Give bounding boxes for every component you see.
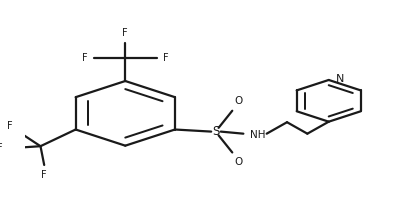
Text: F: F bbox=[0, 143, 2, 153]
Text: O: O bbox=[234, 157, 242, 167]
Text: F: F bbox=[7, 121, 13, 131]
Text: F: F bbox=[122, 28, 128, 38]
Text: NH: NH bbox=[249, 130, 265, 140]
Text: F: F bbox=[42, 170, 47, 180]
Text: O: O bbox=[234, 96, 242, 106]
Text: N: N bbox=[335, 74, 344, 84]
Text: S: S bbox=[212, 125, 219, 138]
Text: F: F bbox=[82, 53, 87, 63]
Text: F: F bbox=[164, 53, 169, 63]
